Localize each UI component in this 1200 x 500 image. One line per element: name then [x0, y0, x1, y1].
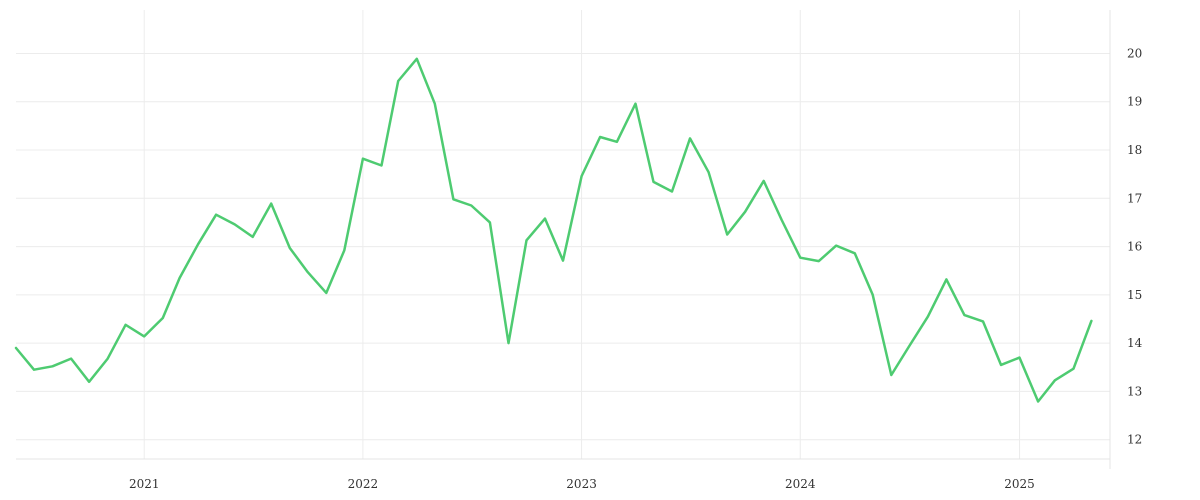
x-axis-ticks: 2021 2022 2023 2024 2025: [129, 477, 1035, 491]
x-tick-label: 2022: [348, 477, 379, 491]
vertical-gridlines: [143, 10, 1021, 459]
y-tick-label: 13: [1127, 384, 1142, 398]
horizontal-gridlines: [16, 52, 1110, 441]
y-tick-label: 18: [1127, 143, 1142, 157]
x-tick-label: 2023: [566, 477, 597, 491]
y-tick-label: 16: [1127, 240, 1142, 254]
x-tick-label: 2025: [1004, 477, 1035, 491]
y-axis-ticks: 12 13 14 15 16 17 18 19 20: [1127, 46, 1143, 446]
y-tick-label: 19: [1127, 95, 1142, 109]
y-tick-label: 17: [1127, 191, 1142, 205]
y-tick-label: 15: [1127, 288, 1142, 302]
x-tick-label: 2021: [129, 477, 160, 491]
y-tick-label: 20: [1127, 46, 1142, 60]
series-layer: [14, 57, 1093, 403]
y-tick-label: 14: [1127, 336, 1143, 350]
x-tick-label: 2024: [785, 477, 816, 491]
series-line: [14, 57, 1093, 403]
y-tick-label: 12: [1127, 433, 1142, 447]
